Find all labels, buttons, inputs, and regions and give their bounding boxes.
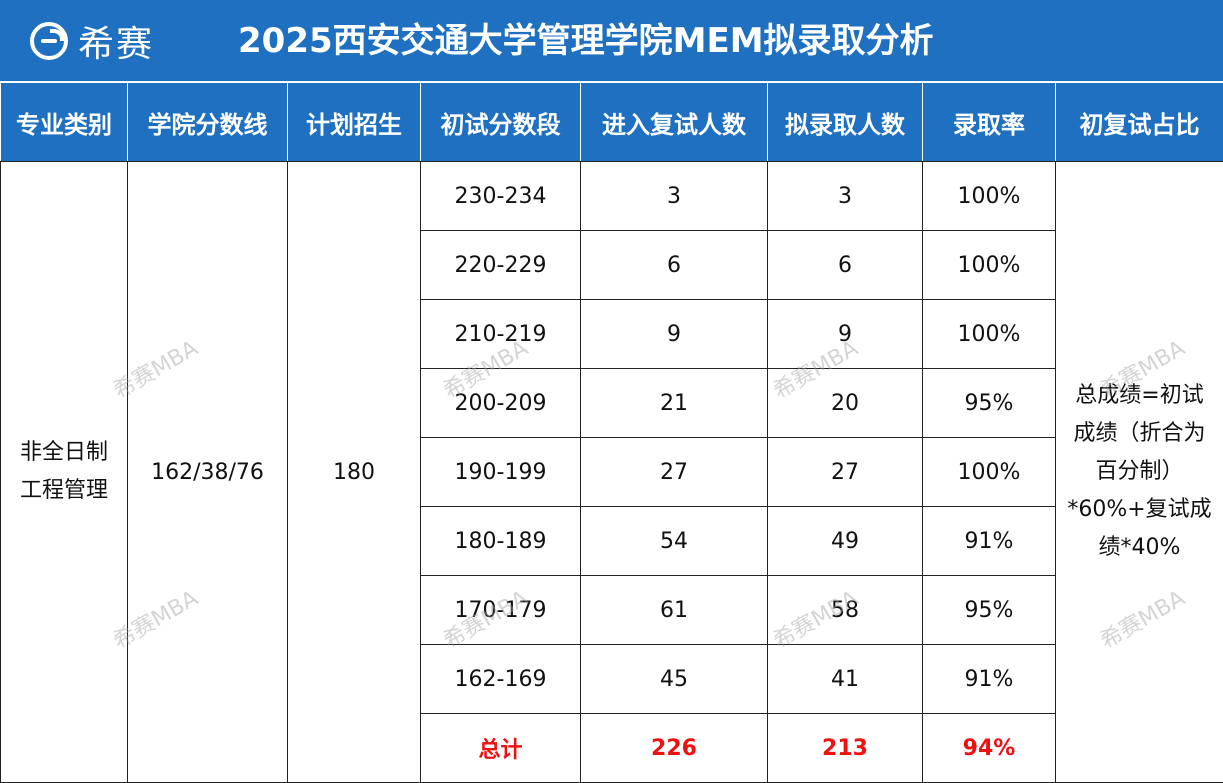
brand-name: 希赛: [78, 24, 155, 65]
admitted-cell: 49: [767, 506, 923, 576]
table-row: 200-209 21 20 95%: [1, 368, 1223, 438]
admitted-cell: 41: [767, 644, 923, 714]
rate-cell: 100%: [922, 437, 1056, 507]
total-label: 总计: [420, 713, 581, 783]
range-cell: 220-229: [420, 230, 581, 300]
table-row: 220-229 6 6 100%: [1, 230, 1223, 300]
retest-cell: 27: [580, 437, 768, 507]
logo-icon: [30, 22, 68, 60]
rate-cell: 100%: [922, 230, 1056, 300]
ratio-note-text: 总成绩=初试成绩（折合为百分制）*60%+复试成绩*40%: [1067, 383, 1212, 560]
plan-cell: 180: [287, 161, 421, 783]
retest-cell: 54: [580, 506, 768, 576]
col-header: 录取率: [922, 82, 1056, 162]
category-text: 非全日制工程管理: [19, 440, 108, 503]
rate-cell: 95%: [922, 368, 1056, 438]
total-retest: 226: [580, 713, 768, 783]
rate-cell: 91%: [922, 644, 1056, 714]
admitted-cell: 3: [767, 161, 923, 231]
col-header: 进入复试人数: [580, 82, 768, 162]
category-cell: 非全日制工程管理: [0, 161, 128, 783]
admission-table: 专业类别 学院分数线 计划招生 初试分数段 进入复试人数 拟录取人数 录取率 初…: [0, 82, 1223, 783]
brand-logo: 希赛: [30, 18, 155, 65]
retest-cell: 45: [580, 644, 768, 714]
col-header: 初试分数段: [420, 82, 581, 162]
range-cell: 162-169: [420, 644, 581, 714]
retest-cell: 3: [580, 161, 768, 231]
retest-cell: 6: [580, 230, 768, 300]
rate-cell: 100%: [922, 161, 1056, 231]
total-admitted: 213: [767, 713, 923, 783]
col-header: 学院分数线: [127, 82, 288, 162]
admitted-cell: 6: [767, 230, 923, 300]
range-cell: 230-234: [420, 161, 581, 231]
rate-cell: 100%: [922, 299, 1056, 369]
range-cell: 170-179: [420, 575, 581, 645]
cutoff-cell: 162/38/76: [127, 161, 288, 783]
admitted-cell: 58: [767, 575, 923, 645]
total-row: 总计 226 213 94%: [1, 713, 1223, 783]
table-row: 非全日制工程管理 162/38/76 180 230-234 3 3 100% …: [0, 161, 1223, 783]
col-header: 计划招生: [287, 82, 421, 162]
col-header: 初复试占比: [1055, 82, 1223, 162]
admitted-cell: 9: [767, 299, 923, 369]
retest-cell: 9: [580, 299, 768, 369]
col-header: 专业类别: [0, 82, 128, 162]
admitted-cell: 27: [767, 437, 923, 507]
retest-cell: 61: [580, 575, 768, 645]
table-row: 162-169 45 41 91%: [1, 644, 1223, 714]
range-cell: 200-209: [420, 368, 581, 438]
range-cell: 210-219: [420, 299, 581, 369]
col-header: 拟录取人数: [767, 82, 923, 162]
ratio-note-cell: 总成绩=初试成绩（折合为百分制）*60%+复试成绩*40%: [1055, 161, 1223, 783]
title-banner: 希赛 2025西安交通大学管理学院MEM拟录取分析: [0, 0, 1223, 82]
header-row: 专业类别 学院分数线 计划招生 初试分数段 进入复试人数 拟录取人数 录取率 初…: [0, 82, 1223, 162]
rate-cell: 95%: [922, 575, 1056, 645]
range-cell: 190-199: [420, 437, 581, 507]
total-rate: 94%: [922, 713, 1056, 783]
range-cell: 180-189: [420, 506, 581, 576]
table-row: 210-219 9 9 100%: [1, 299, 1223, 369]
page-title: 2025西安交通大学管理学院MEM拟录取分析: [238, 21, 934, 61]
retest-cell: 21: [580, 368, 768, 438]
rate-cell: 91%: [922, 506, 1056, 576]
table-row: 180-189 54 49 91%: [1, 506, 1223, 576]
admitted-cell: 20: [767, 368, 923, 438]
